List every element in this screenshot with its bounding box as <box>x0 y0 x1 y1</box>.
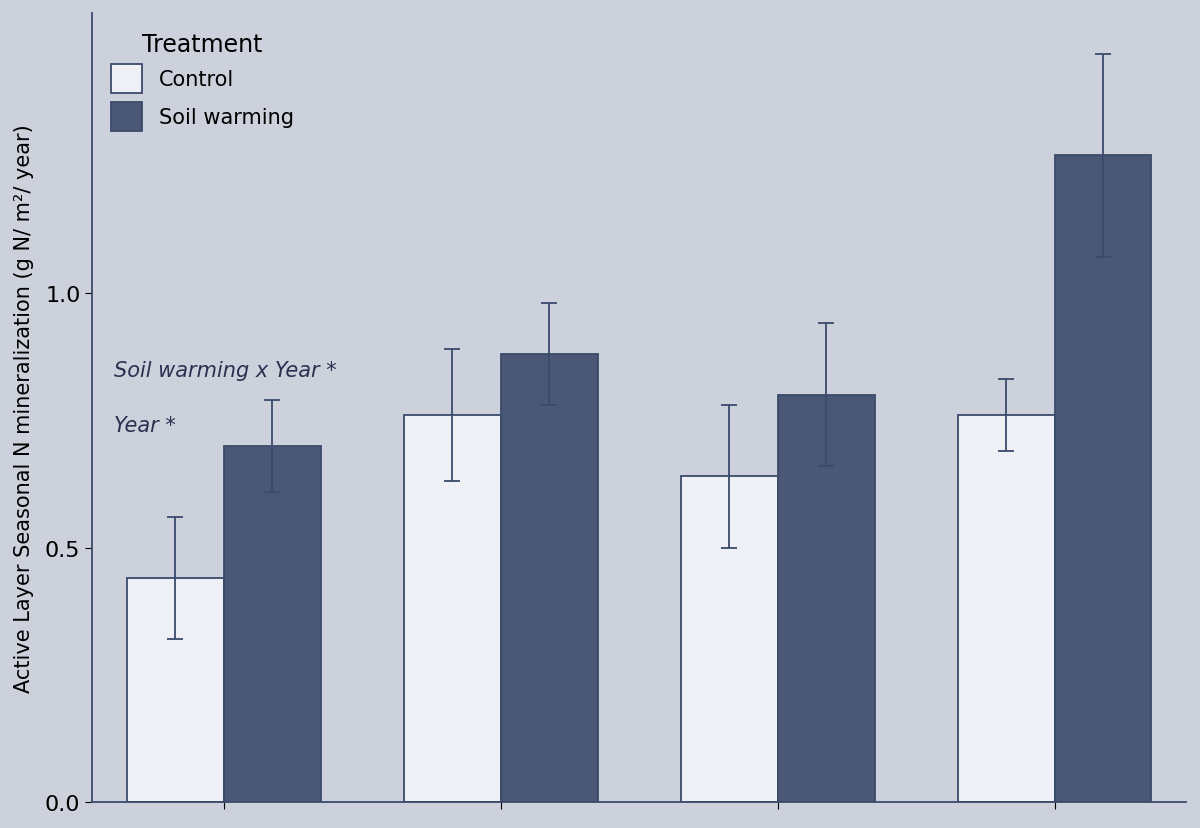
Bar <box>127 579 224 802</box>
Text: Soil warming x Year *: Soil warming x Year * <box>114 361 337 381</box>
Bar <box>958 416 1055 802</box>
Bar <box>680 477 778 802</box>
Text: Year *: Year * <box>114 416 176 436</box>
Bar <box>404 416 500 802</box>
Bar <box>500 354 598 802</box>
Y-axis label: Active Layer Seasonal N mineralization (g N/ m²/ year): Active Layer Seasonal N mineralization (… <box>14 124 34 692</box>
Bar <box>778 395 875 802</box>
Bar <box>1055 156 1152 802</box>
Legend: Control, Soil warming: Control, Soil warming <box>103 24 302 141</box>
Bar <box>224 446 320 802</box>
